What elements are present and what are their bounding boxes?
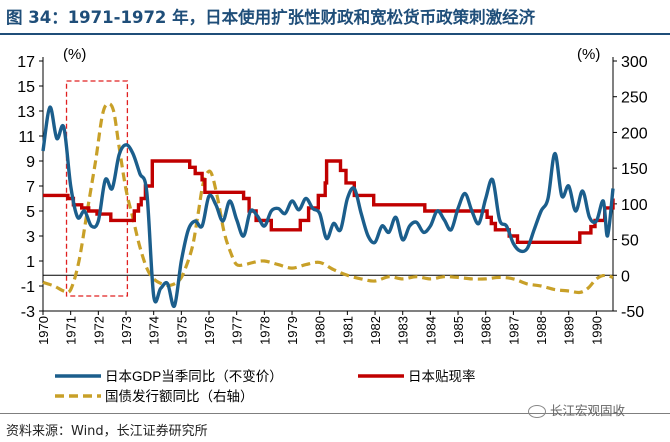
x-tick-label: 1987 [506, 316, 521, 345]
right-tick-label: 200 [621, 125, 648, 142]
series-line-gdp [41, 105, 615, 308]
left-tick-label: -1 [21, 279, 35, 296]
x-tick-label: 1976 [202, 316, 217, 345]
right-tick-label: 0 [621, 268, 630, 285]
source-note: 资料来源：Wind，长江证券研究所 [6, 424, 208, 439]
x-tick-label: 1986 [479, 316, 494, 345]
left-tick-label: 5 [26, 204, 35, 221]
left-tick-label: 17 [17, 54, 35, 71]
legend-item-gdp: 日本GDP当季同比（不变价） [55, 369, 283, 384]
x-tick-label: 1977 [230, 316, 245, 345]
bottom-rule [0, 413, 670, 414]
right-tick-label: 150 [621, 161, 648, 178]
left-tick-label: 11 [18, 129, 35, 146]
legend-label: 国债发行额同比（右轴） [105, 389, 254, 404]
x-tick-label: 1972 [91, 316, 106, 345]
wechat-icon [528, 405, 546, 418]
x-tick-label: 1971 [64, 316, 79, 345]
left-tick-label: 3 [26, 229, 35, 246]
chart-series-layer [41, 80, 615, 308]
x-tick-label: 1978 [257, 316, 272, 345]
x-tick-label: 1973 [119, 316, 134, 345]
series-line-bond-issuance [42, 102, 614, 295]
left-axis-unit: (%) [63, 46, 86, 63]
watermark: 长江宏观固收 [528, 400, 625, 419]
watermark-text: 长江宏观固收 [550, 403, 626, 418]
x-tick-label: 1985 [451, 316, 466, 345]
left-tick-label: -3 [21, 304, 35, 321]
left-tick-label: 1 [26, 254, 35, 271]
left-tick-label: 13 [17, 104, 35, 121]
x-tick-label: 1981 [340, 316, 355, 345]
x-tick-label: 1984 [423, 316, 438, 345]
chart-tick-labels: -3-11357911131517-50050100150200250300(%… [17, 46, 648, 345]
right-tick-label: 300 [621, 54, 648, 71]
right-tick-label: 100 [621, 197, 648, 214]
x-tick-label: 1983 [396, 316, 411, 345]
right-tick-label: 50 [621, 233, 639, 250]
legend-label: 日本贴现率 [408, 368, 476, 384]
x-tick-label: 1974 [147, 316, 162, 345]
x-tick-label: 1980 [313, 316, 328, 345]
x-tick-label: 1970 [36, 316, 51, 345]
legend-label: 日本GDP当季同比（不变价） [105, 369, 283, 384]
x-tick-label: 1982 [368, 316, 383, 345]
x-tick-label: 1989 [562, 316, 577, 345]
left-tick-label: 9 [26, 154, 35, 171]
figure-title: 图 34：1971-1972 年，日本使用扩张性财政和宽松货币政策刺激经济 [6, 8, 536, 27]
right-tick-label: 250 [621, 90, 648, 107]
highlight-box [65, 80, 129, 297]
right-tick-label: -50 [621, 304, 644, 321]
left-tick-label: 7 [26, 179, 35, 196]
left-tick-label: 15 [17, 79, 35, 96]
x-tick-label: 1979 [285, 316, 300, 345]
legend-item-bond-issuance: 国债发行额同比（右轴） [55, 389, 254, 404]
title-rule [0, 33, 670, 35]
x-tick-label: 1990 [589, 316, 604, 345]
right-axis-unit: (%) [577, 46, 600, 63]
x-tick-label: 1975 [174, 316, 189, 345]
x-tick-label: 1988 [534, 316, 549, 345]
chart-axes [39, 57, 617, 315]
legend-item-discount-rate: 日本贴现率 [358, 368, 476, 384]
